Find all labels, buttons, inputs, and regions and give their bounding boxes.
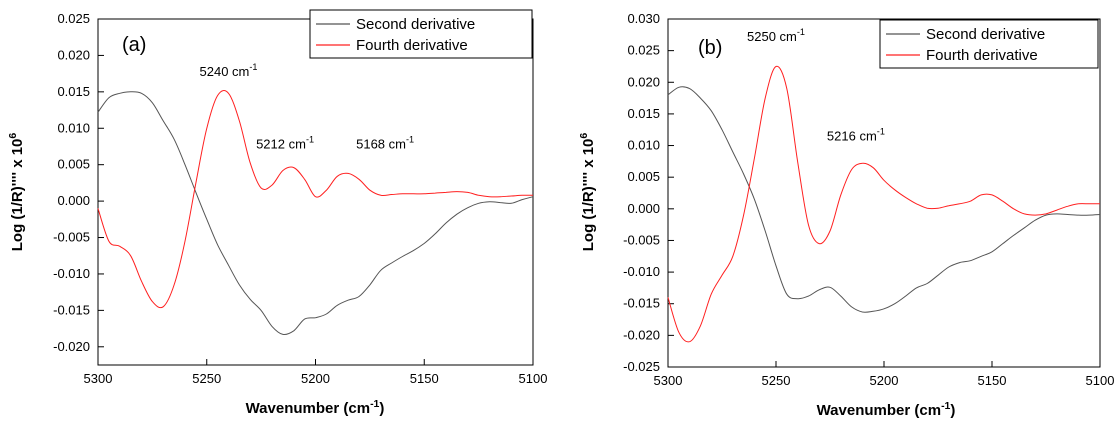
legend-label: Second derivative xyxy=(926,26,1045,43)
x-axis-title: Wavenumber (cm-1) xyxy=(817,400,956,419)
x-tick-label: 5300 xyxy=(84,371,113,386)
chart-panel-b: 0.030 0.025 0.020 0.015 0.010 0.005 0.000 -0.00… xyxy=(578,11,1114,419)
series-line-fourth-derivative xyxy=(667,65,1100,343)
y-tick-label: 0.000 xyxy=(57,193,90,208)
x-tick-label: 5150 xyxy=(410,371,439,386)
y-tick-label: -0.025 xyxy=(623,359,660,374)
x-tick-label: 5250 xyxy=(192,371,221,386)
y-tick-label: -0.020 xyxy=(623,327,660,342)
x-tick-label: 5100 xyxy=(519,371,548,386)
y-tick-label: -0.015 xyxy=(623,296,660,311)
legend-box xyxy=(879,19,1099,69)
legend-box xyxy=(309,9,533,59)
y-tick-label: 0.005 xyxy=(627,169,660,184)
y-tick-label: -0.005 xyxy=(623,232,660,247)
legend-label: Second derivative xyxy=(356,16,475,33)
y-tick-label: -0.015 xyxy=(53,302,90,317)
series-line-fourth-derivative xyxy=(97,90,534,309)
series-line-second-derivative xyxy=(667,86,1101,313)
y-tick-label: 0.000 xyxy=(627,201,660,216)
legend: Second derivative Fourth derivative xyxy=(309,9,533,59)
x-tick-label: 5300 xyxy=(654,373,683,388)
peak-annotation: 5240 cm-1 xyxy=(200,62,258,79)
x-tick-label: 5150 xyxy=(978,373,1007,388)
y-tick-label: 0.020 xyxy=(627,74,660,89)
peak-annotation: 5216 cm-1 xyxy=(827,126,885,143)
y-tick-label: 0.025 xyxy=(627,43,660,58)
y-tick-label: 0.010 xyxy=(57,120,90,135)
y-tick-label: 0.030 xyxy=(627,11,660,26)
y-axis-title: Log (1/R)'''' x 106 xyxy=(578,133,597,252)
x-tick-label: 5200 xyxy=(301,371,330,386)
y-tick-label: 0.015 xyxy=(627,106,660,121)
y-tick-label: 0.020 xyxy=(57,47,90,62)
panel-label: (b) xyxy=(698,37,722,59)
legend: Second derivative Fourth derivative xyxy=(879,19,1099,69)
y-tick-label: 0.010 xyxy=(627,138,660,153)
plot-frame xyxy=(667,18,1101,368)
y-axis-title: Log (1/R)'''' x 106 xyxy=(7,133,26,252)
peak-annotation: 5250 cm-1 xyxy=(747,27,805,44)
series-line-second-derivative xyxy=(97,91,534,336)
legend-label: Fourth derivative xyxy=(356,37,468,54)
y-tick-label: -0.005 xyxy=(53,230,90,245)
x-axis-title: Wavenumber (cm-1) xyxy=(246,398,385,417)
x-tick-label: 5200 xyxy=(870,373,899,388)
x-tick-label: 5250 xyxy=(762,373,791,388)
panel-label: (a) xyxy=(122,34,146,56)
y-tick-label: 0.025 xyxy=(57,11,90,26)
y-tick-label: 0.015 xyxy=(57,84,90,99)
chart-panel-a: 0.025 0.020 0.015 0.010 0.005 0.000 -0.005 -0.0… xyxy=(7,9,548,417)
y-tick-label: -0.020 xyxy=(53,339,90,354)
peak-annotation: 5212 cm-1 xyxy=(256,135,314,152)
y-tick-label: -0.010 xyxy=(623,264,660,279)
x-tick-label: 5100 xyxy=(1086,373,1115,388)
y-tick-label: 0.005 xyxy=(57,157,90,172)
peak-annotation: 5168 cm-1 xyxy=(356,135,414,152)
legend-label: Fourth derivative xyxy=(926,47,1038,64)
y-tick-label: -0.010 xyxy=(53,266,90,281)
